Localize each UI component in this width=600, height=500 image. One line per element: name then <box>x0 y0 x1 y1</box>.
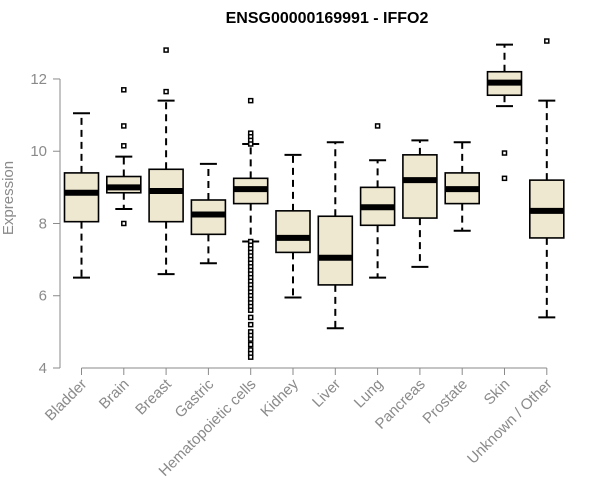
iqr-box <box>148 168 184 223</box>
box-brain <box>106 87 142 227</box>
outlier-point <box>247 336 254 342</box>
iqr-box <box>317 215 354 286</box>
outlier-point <box>121 143 127 149</box>
iqr-box <box>63 172 100 223</box>
outlier-point <box>121 220 127 227</box>
box-bladder <box>63 112 100 279</box>
x-tick-label: Skin <box>481 376 514 409</box>
x-tick-label: Bladder <box>42 376 91 425</box>
y-axis: 4 6 8 10 12 <box>30 71 61 377</box>
box-pancreas <box>402 139 438 268</box>
y-tick-label: 10 <box>30 143 47 160</box>
chart-title: ENSG00000169991 - IFFO2 <box>226 10 429 27</box>
box-prostate <box>444 141 481 232</box>
boxes-group <box>63 38 565 360</box>
outlier-point <box>544 38 550 44</box>
iqr-box <box>275 210 311 254</box>
y-tick-label: 6 <box>39 288 47 305</box>
box-hematopoietic-cells <box>232 97 269 360</box>
outlier-point <box>501 150 508 156</box>
outlier-point <box>121 87 127 93</box>
outlier-point <box>247 321 254 328</box>
y-tick-label: 4 <box>39 360 47 377</box>
box-kidney <box>275 153 311 299</box>
x-tick-label: Breast <box>132 375 175 418</box>
outlier-point <box>374 123 381 129</box>
box-gastric <box>190 162 227 265</box>
outlier-point <box>163 88 169 95</box>
box-breast <box>148 47 184 276</box>
outlier-point <box>163 47 169 53</box>
x-tick-label: Brain <box>96 376 133 413</box>
outlier-point <box>247 341 254 348</box>
outlier-point <box>247 314 254 321</box>
x-tick-label: Kidney <box>257 375 302 420</box>
box-liver <box>317 141 354 330</box>
outlier-point <box>247 141 254 147</box>
y-axis-label: Expression <box>0 161 17 235</box>
outlier-point <box>501 175 508 182</box>
outlier-point <box>247 307 254 313</box>
outlier-point <box>121 123 127 129</box>
y-tick-label: 8 <box>39 215 47 232</box>
x-tick-label: Lung <box>351 376 387 412</box>
x-tick-label: Prostate <box>419 376 471 428</box>
outlier-point <box>247 97 254 104</box>
box-unknown-other <box>528 38 565 319</box>
box-lung <box>359 123 396 279</box>
box-skin <box>486 43 523 182</box>
y-tick-label: 12 <box>30 71 47 88</box>
outlier-point <box>247 354 254 360</box>
x-tick-label: Liver <box>309 376 344 411</box>
iqr-box <box>402 154 438 219</box>
